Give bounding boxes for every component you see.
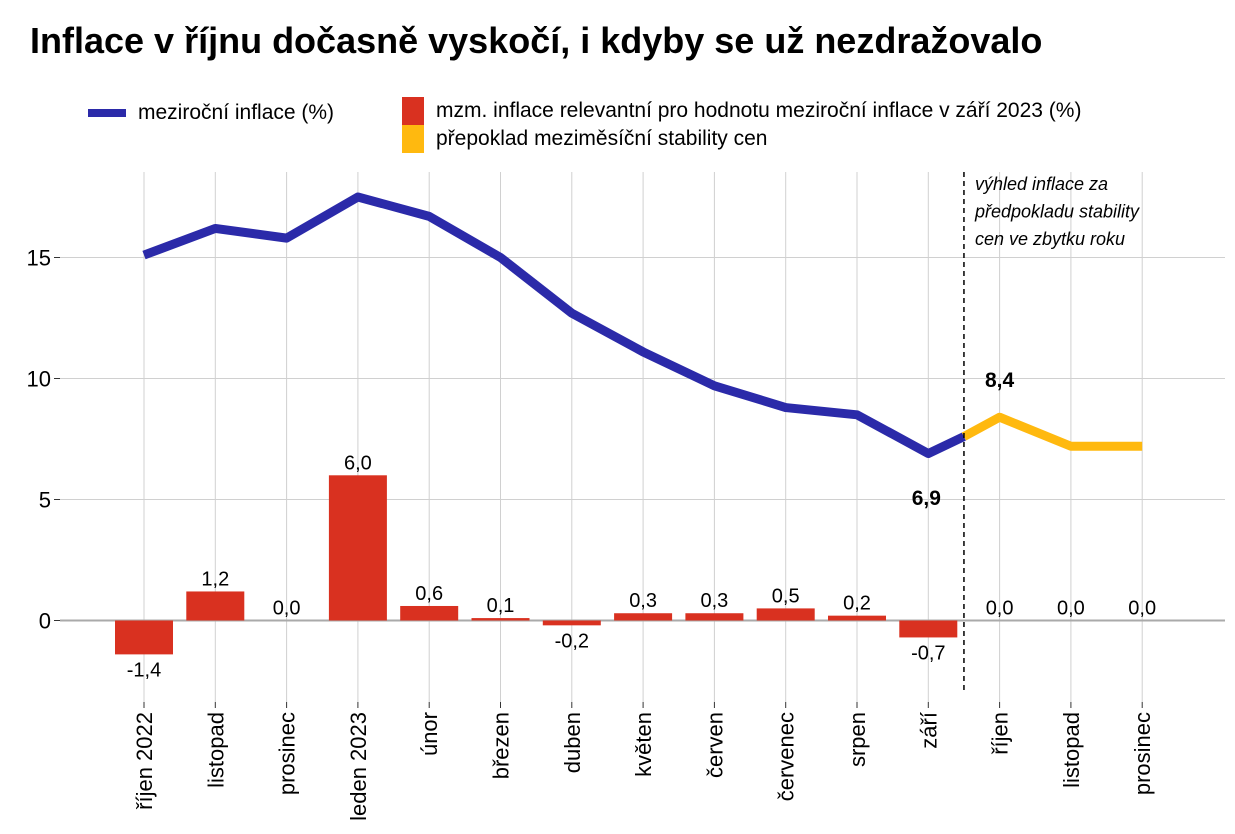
x-tick-label: prosinec	[1130, 712, 1155, 795]
x-tick-label: červenec	[774, 712, 799, 801]
bar-value-label: 0,6	[415, 583, 443, 605]
x-tick-label: říjen 2022	[132, 712, 157, 810]
bar	[115, 620, 173, 655]
x-tick-label: srpen	[845, 712, 870, 767]
x-tick-label: listopad	[203, 712, 228, 788]
x-tick-label: prosinec	[275, 712, 300, 795]
x-tick-label: říjen	[988, 712, 1013, 755]
legend-label-forecast: přepoklad meziměsíční stability cen	[436, 127, 768, 150]
x-tick-label: září	[916, 712, 941, 749]
bar-value-label: 0,0	[1128, 598, 1156, 620]
x-tick-label: leden 2023	[346, 712, 371, 821]
bar	[685, 613, 744, 621]
point-label-sep: 6,9	[912, 487, 941, 510]
x-tick-label: červen	[702, 712, 727, 778]
x-tick-label: duben	[560, 712, 585, 773]
legend-swatch-forecast	[402, 125, 424, 153]
x-tick-label: květen	[631, 712, 656, 777]
bar-value-label: 0,2	[843, 593, 871, 615]
bar	[471, 618, 530, 621]
bar-value-label: 0,1	[487, 595, 515, 617]
bar	[756, 608, 815, 621]
bar	[400, 605, 459, 621]
point-label-oct: 8,4	[985, 369, 1015, 392]
legend-label-line: meziroční inflace (%)	[138, 101, 335, 124]
bar-value-label: 0,0	[1057, 598, 1085, 620]
bar-value-label: 0,0	[273, 598, 301, 620]
bar	[614, 613, 673, 621]
x-tick-label: listopad	[1059, 712, 1084, 788]
bar-value-label: -1,4	[127, 659, 161, 681]
legend-item-line: meziroční inflace (%)	[88, 101, 334, 125]
bar-value-label: 6,0	[344, 452, 372, 474]
forecast-annotation: předpokladu stability	[974, 202, 1140, 222]
y-tick-label: 15	[27, 246, 51, 271]
chart-title: Inflace v říjnu dočasně vyskočí, i kdyby…	[30, 20, 1043, 61]
bar-value-label: -0,7	[911, 642, 945, 664]
bar-value-label: 0,0	[986, 598, 1014, 620]
bar-value-label: 0,3	[629, 590, 657, 612]
series-line-forecast	[961, 412, 1143, 451]
legend-label-bar: mzm. inflace relevantní pro hodnotu mezi…	[436, 99, 1082, 122]
bar	[542, 620, 601, 626]
bar	[828, 615, 886, 621]
forecast-annotation: cen ve zbytku roku	[975, 229, 1125, 249]
bar	[186, 591, 245, 621]
y-tick-label: 5	[39, 488, 51, 513]
legend-swatch-bar	[402, 97, 424, 125]
legend-item-bar: mzm. inflace relevantní pro hodnotu mezi…	[402, 97, 1081, 125]
series-line-yoy-inflation	[142, 192, 966, 459]
bar-value-label: 1,2	[201, 568, 229, 590]
y-tick-label: 0	[39, 609, 51, 634]
bar	[899, 620, 958, 638]
bar-value-label: 0,5	[772, 585, 800, 607]
bar-value-label: 0,3	[700, 590, 728, 612]
x-tick-label: březen	[489, 712, 514, 779]
bar-value-label: -0,2	[555, 630, 589, 652]
legend-item-forecast: přepoklad meziměsíční stability cen	[402, 125, 767, 153]
bar	[328, 475, 387, 621]
y-tick-label: 10	[27, 367, 51, 392]
forecast-annotation: výhled inflace za	[975, 174, 1108, 194]
legend-swatch-line	[88, 109, 126, 117]
x-tick-label: únor	[417, 712, 442, 756]
